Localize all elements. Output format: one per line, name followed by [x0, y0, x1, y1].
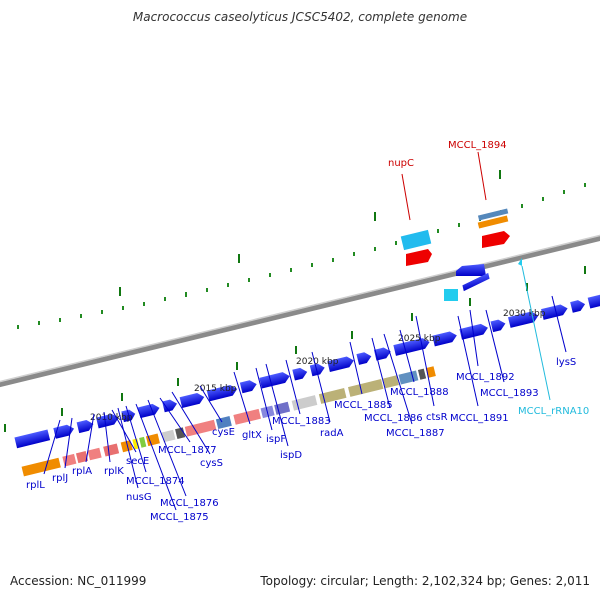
gene-label: ispF: [266, 434, 286, 445]
tick-row-upper: [17, 183, 586, 329]
genome-summary-text: Topology: circular; Length: 2,102,324 bp…: [260, 574, 590, 588]
gene-label: rplL: [26, 480, 45, 491]
kbp-labels: 2010 kbp 2015 kbp 2020 kbp 2025 kbp 2030…: [90, 309, 546, 423]
gene-label: rplJ: [52, 473, 68, 484]
gene-label: secE: [126, 456, 149, 467]
cog-color-row: [21, 366, 436, 477]
rrna-leader-line: [521, 265, 551, 401]
kbp-label-2025: 2025 kbp: [398, 334, 441, 344]
gene-label: lysS: [556, 357, 576, 368]
gene-label: rplK: [104, 466, 124, 477]
raised-features: [400, 208, 510, 266]
accession-text: Accession: NC_011999: [10, 574, 147, 588]
reverse-strand-features: [444, 258, 522, 301]
gene-label: MCCL_1877: [158, 445, 217, 456]
gene-label: MCCL_1887: [386, 428, 445, 439]
map-title: Macrococcus caseolyticus JCSC5402, compl…: [132, 10, 468, 24]
gene-label: cysE: [212, 427, 235, 438]
gene-label: MCCL_1893: [480, 388, 539, 399]
gene-label: MCCL_1885: [334, 400, 393, 411]
kbp-label-2010: 2010 kbp: [90, 413, 133, 423]
gene-label-nupc: nupC: [388, 158, 414, 169]
gene-label: gltX: [242, 430, 262, 441]
gene-label-rrna: MCCL_rRNA10: [518, 406, 589, 417]
gene-label: MCCL_1874: [126, 476, 185, 487]
gene-label: MCCL_1876: [160, 498, 219, 509]
gene-label: rplA: [72, 466, 92, 477]
gene-label: nusG: [126, 492, 152, 503]
gene-labels: rplL rplJ rplA rplK secE nusG MCCL_1874 …: [26, 357, 576, 523]
gene-label: MCCL_1892: [456, 372, 515, 383]
mccl1894-leader-line: [477, 151, 487, 201]
kbp-label-2015: 2015 kbp: [194, 384, 237, 394]
kbp-label-2030: 2030 kbp: [503, 309, 546, 319]
forward-strand-features: [14, 294, 600, 449]
gene-leader-lines: [43, 295, 567, 511]
gene-label: MCCL_1875: [150, 512, 209, 523]
gene-label: MCCL_1886: [364, 413, 423, 424]
nupc-leader-line: [401, 173, 411, 221]
gene-label: cysS: [200, 458, 223, 469]
major-ticks: [4, 170, 586, 432]
gene-label-mccl1894: MCCL_1894: [448, 140, 507, 151]
gene-label: MCCL_1883: [272, 416, 331, 427]
kbp-label-2020: 2020 kbp: [296, 357, 339, 367]
gene-label: ispD: [280, 450, 302, 461]
gene-label: MCCL_1888: [390, 387, 449, 398]
genome-backbone: [0, 235, 600, 388]
gene-label: MCCL_1891: [450, 413, 509, 424]
gene-label: radA: [320, 428, 344, 439]
gene-label: ctsR: [426, 412, 448, 423]
